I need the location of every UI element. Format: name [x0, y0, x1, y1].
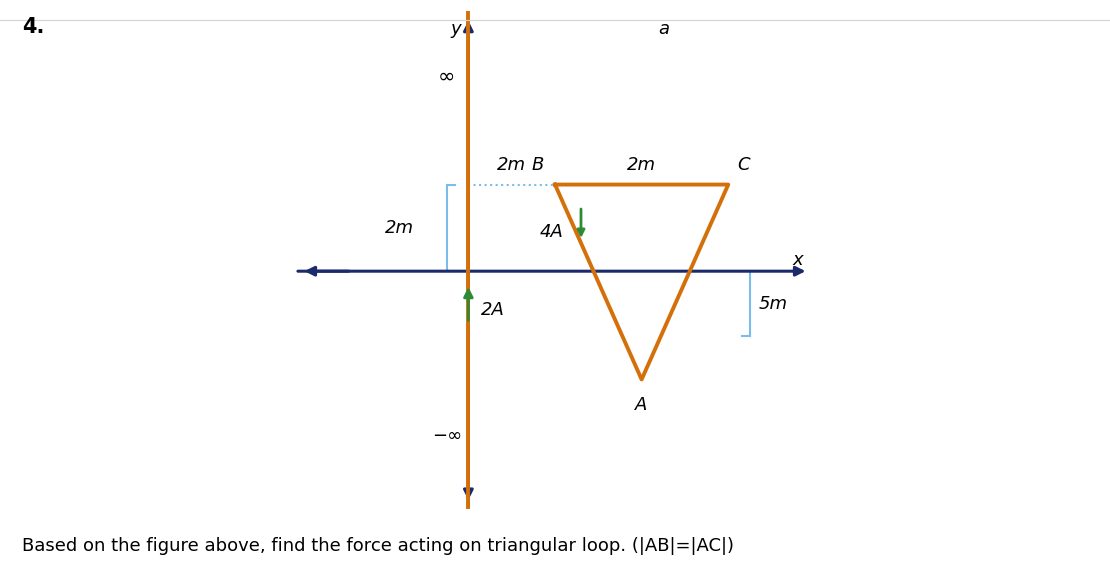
Text: 2A: 2A	[482, 301, 505, 319]
Text: x: x	[793, 251, 803, 269]
Text: Based on the figure above, find the force acting on triangular loop. (|AB|=|AC|): Based on the figure above, find the forc…	[22, 537, 734, 555]
Text: y: y	[450, 20, 461, 38]
Text: C: C	[737, 156, 749, 174]
Text: A: A	[635, 396, 648, 414]
Text: 4A: 4A	[539, 223, 564, 241]
Text: 2m: 2m	[497, 156, 526, 174]
Text: 4.: 4.	[22, 17, 44, 37]
Text: −∞: −∞	[432, 427, 462, 445]
Text: a: a	[658, 20, 669, 38]
Text: ∞: ∞	[438, 66, 455, 86]
Text: 5m: 5m	[758, 295, 788, 312]
Text: 2m: 2m	[384, 219, 414, 237]
Text: 2m: 2m	[627, 156, 656, 174]
Text: B: B	[532, 156, 544, 174]
